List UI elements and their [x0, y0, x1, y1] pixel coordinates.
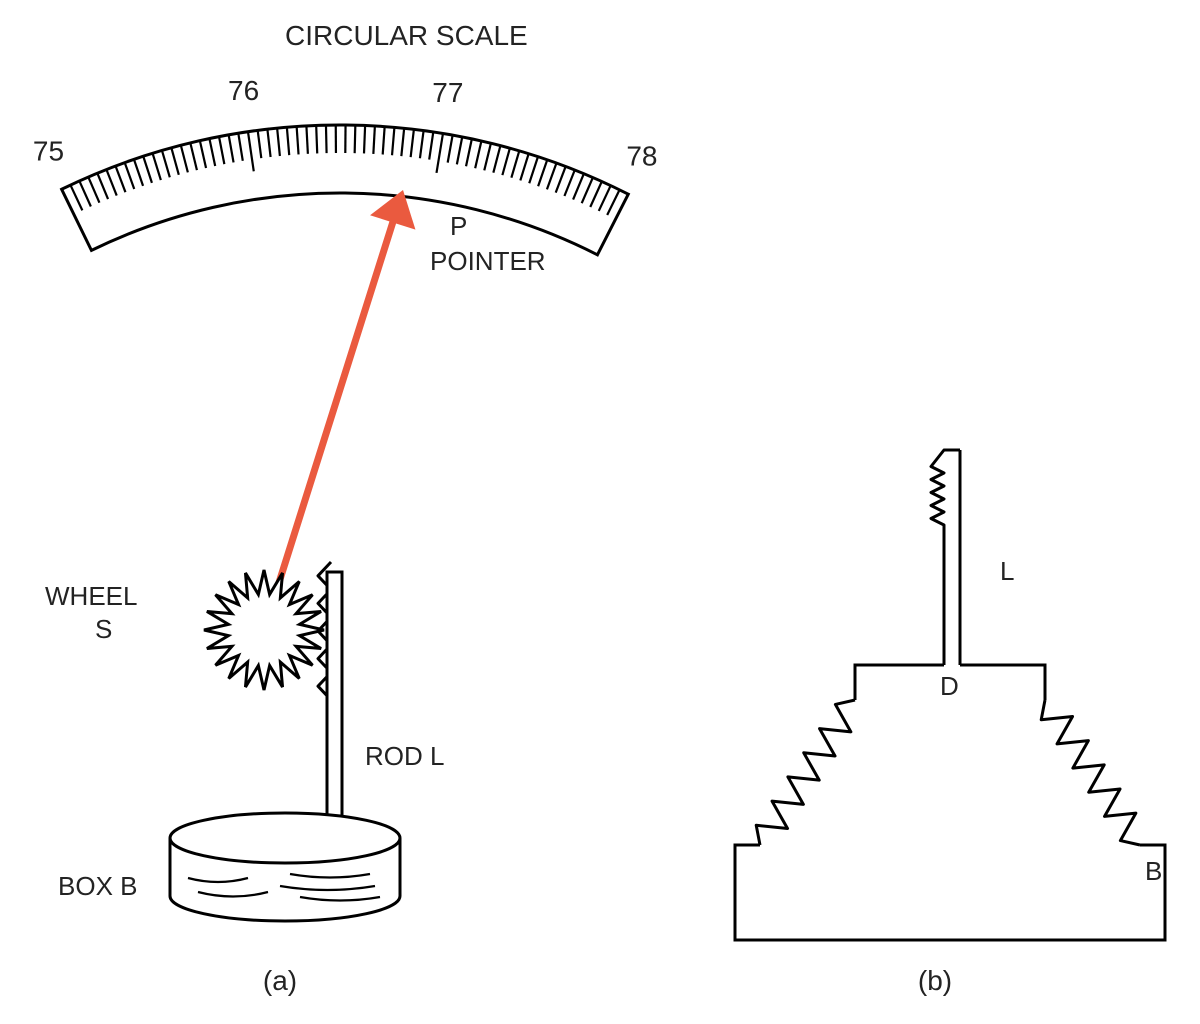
scale-tick: [326, 125, 327, 153]
figb-spring-right: [1041, 700, 1140, 845]
scale-label: 77: [432, 77, 463, 108]
figb-spring-left: [756, 700, 855, 845]
label-rod-l: ROD L: [365, 741, 444, 771]
scale-tick: [364, 125, 365, 153]
scale-tick: [355, 125, 356, 153]
caption-b: (b): [918, 965, 952, 996]
figb-platform-right: [960, 665, 1045, 700]
figb-base: [735, 845, 1165, 940]
scale-tick: [316, 125, 317, 153]
label-wheel: WHEEL: [45, 581, 137, 611]
pointer-shaft: [264, 219, 394, 630]
rod: [327, 572, 342, 850]
caption-a: (a): [263, 965, 297, 996]
label-p: P: [450, 211, 467, 241]
scale-label: 78: [626, 140, 657, 171]
figb-platform-left: [855, 665, 944, 700]
scale-tick: [373, 126, 375, 154]
label-pointer: POINTER: [430, 246, 546, 276]
figb-label-b: B: [1145, 856, 1162, 886]
scale-label: 75: [33, 135, 64, 166]
scale-tick: [306, 126, 307, 154]
title-circular-scale: CIRCULAR SCALE: [285, 20, 528, 51]
label-wheel-s: S: [95, 614, 112, 644]
figb-label-d: D: [940, 671, 959, 701]
label-box-b: BOX B: [58, 871, 137, 901]
scale-label: 76: [228, 75, 259, 106]
box-top: [170, 813, 400, 863]
wheel-gear: [204, 570, 324, 690]
figb-label-l: L: [1000, 556, 1014, 586]
figb-rod-left: [931, 450, 960, 665]
